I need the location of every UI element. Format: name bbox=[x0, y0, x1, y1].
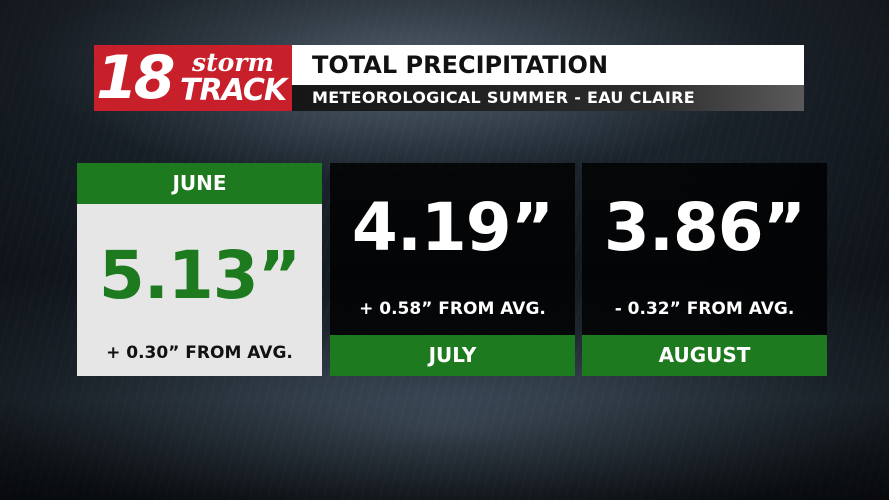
page-title: TOTAL PRECIPITATION bbox=[312, 51, 609, 79]
subtitle-bar: METEOROLOGICAL SUMMER - EAU CLAIRE bbox=[292, 85, 804, 111]
month-label-july: JULY bbox=[330, 335, 575, 376]
title-bar: TOTAL PRECIPITATION bbox=[292, 45, 804, 85]
precip-total-july: 4.19” bbox=[351, 189, 554, 266]
precip-total-june: 5.13” bbox=[98, 237, 301, 314]
page-subtitle: METEOROLOGICAL SUMMER - EAU CLAIRE bbox=[312, 88, 695, 107]
precip-total-august: 3.86” bbox=[603, 189, 806, 266]
logo-number: 18 bbox=[96, 45, 175, 111]
storm-track-logo: 18 storm TRACK bbox=[94, 45, 292, 111]
logo-word-track: TRACK bbox=[180, 73, 287, 108]
month-card-june: JUNE 5.13” + 0.30” FROM AVG. bbox=[77, 163, 322, 376]
month-card-august: 3.86” - 0.32” FROM AVG. AUGUST bbox=[582, 163, 827, 376]
month-card-july: 4.19” + 0.58” FROM AVG. JULY bbox=[330, 163, 575, 376]
departure-from-avg-august: - 0.32” FROM AVG. bbox=[614, 299, 795, 319]
logo-word-storm: storm bbox=[192, 48, 274, 77]
departure-from-avg-june: + 0.30” FROM AVG. bbox=[106, 343, 293, 363]
departure-from-avg-july: + 0.58” FROM AVG. bbox=[359, 299, 546, 319]
month-label-august: AUGUST bbox=[582, 335, 827, 376]
month-label-june: JUNE bbox=[77, 163, 322, 204]
